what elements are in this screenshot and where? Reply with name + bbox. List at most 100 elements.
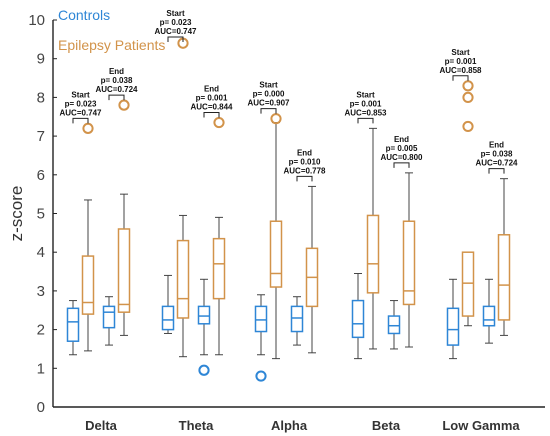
annotation-text: p= 0.023 bbox=[160, 18, 192, 27]
annotation-text: AUC=0.724 bbox=[475, 159, 518, 168]
annotation-text: AUC=0.858 bbox=[439, 66, 482, 75]
legend-item: Epilepsy Patients bbox=[58, 37, 165, 53]
axes-layer: 0 1 2 3 4 5 6 7 8 9 10 z-score Delta Theta Alpha Beta Lo… bbox=[7, 12, 545, 433]
outlier-point bbox=[462, 91, 474, 104]
box-controls-alpha-start bbox=[254, 294, 268, 382]
y-tick-label: 4 bbox=[37, 244, 45, 261]
significance-bracket bbox=[72, 117, 89, 124]
legend: Controls Epilepsy Patients bbox=[58, 7, 165, 53]
box-iqr bbox=[387, 315, 401, 335]
x-category-label: Delta bbox=[85, 418, 118, 433]
y-tick-label: 5 bbox=[37, 206, 45, 223]
y-tick-label: 1 bbox=[37, 360, 45, 377]
box-controls-low-gamma-end bbox=[482, 278, 496, 344]
box-controls-low-gamma-start bbox=[446, 278, 460, 360]
annotation-text: AUC=0.724 bbox=[95, 85, 138, 94]
box-iqr bbox=[102, 305, 116, 329]
annotation-text: Start bbox=[259, 81, 278, 90]
x-category-label: Beta bbox=[372, 418, 401, 433]
box-epilepsy-patients-theta-start bbox=[176, 37, 190, 358]
x-category-label: Low Gamma bbox=[442, 418, 520, 433]
y-tick-label: 10 bbox=[28, 12, 45, 29]
annotation-text: p= 0.010 bbox=[289, 157, 321, 166]
annotation-text: AUC=0.800 bbox=[380, 153, 423, 162]
significance-bracket bbox=[488, 168, 505, 174]
annotation-text: AUC=0.844 bbox=[190, 103, 233, 112]
box-epilepsy-patients-delta-end bbox=[117, 99, 131, 336]
box-iqr bbox=[482, 305, 496, 327]
significance-bracket bbox=[260, 108, 277, 114]
outlier-point bbox=[270, 113, 282, 125]
annotation-text: AUC=0.747 bbox=[154, 27, 197, 36]
significance-bracket bbox=[357, 117, 374, 124]
box-iqr bbox=[497, 234, 511, 321]
y-tick-label: 0 bbox=[37, 399, 45, 416]
annotation-text: Start bbox=[71, 90, 90, 99]
annotation-text: p= 0.000 bbox=[253, 90, 285, 99]
outlier-point bbox=[255, 370, 267, 382]
annotation-text: End bbox=[204, 85, 219, 94]
legend-item: Controls bbox=[58, 7, 110, 23]
box-controls-beta-start bbox=[351, 272, 365, 360]
y-tick-label: 6 bbox=[37, 167, 45, 184]
significance-bracket bbox=[393, 162, 410, 168]
box-epilepsy-patients-theta-end bbox=[212, 116, 226, 356]
annotation-text: p= 0.038 bbox=[101, 76, 133, 85]
box-epilepsy-patients-low-gamma-start bbox=[461, 80, 475, 327]
outlier-point bbox=[82, 122, 94, 134]
box-iqr bbox=[290, 305, 304, 333]
y-tick-label: 8 bbox=[37, 89, 45, 106]
annotation-text: Start bbox=[356, 90, 375, 99]
annotation-text: p= 0.001 bbox=[350, 99, 382, 108]
box-iqr bbox=[254, 305, 268, 333]
box-iqr bbox=[446, 307, 460, 346]
annotation-text: p= 0.001 bbox=[445, 57, 477, 66]
box-controls-delta-end bbox=[102, 296, 116, 346]
annotation-text: AUC=0.853 bbox=[344, 108, 387, 117]
y-tick-label: 3 bbox=[37, 283, 45, 300]
annotation-text: End bbox=[394, 135, 409, 144]
annotation-text: p= 0.005 bbox=[386, 144, 418, 153]
box-iqr bbox=[461, 251, 475, 317]
x-category-label: Theta bbox=[179, 418, 214, 433]
annotation-text: AUC=0.747 bbox=[59, 108, 102, 117]
box-iqr bbox=[402, 220, 416, 306]
box-controls-alpha-end bbox=[290, 296, 304, 346]
box-iqr bbox=[269, 220, 283, 288]
box-iqr bbox=[197, 305, 211, 325]
box-iqr bbox=[161, 305, 175, 331]
significance-bracket bbox=[203, 112, 220, 118]
box-iqr bbox=[176, 239, 190, 319]
annotation-text: Start bbox=[166, 9, 185, 18]
boxes-layer bbox=[66, 37, 511, 382]
annotation-text: p= 0.023 bbox=[65, 99, 97, 108]
significance-bracket bbox=[296, 175, 313, 182]
box-iqr bbox=[212, 237, 226, 300]
box-iqr bbox=[366, 214, 380, 294]
box-iqr bbox=[117, 228, 131, 313]
box-iqr bbox=[66, 307, 80, 342]
annotation-text: End bbox=[297, 148, 312, 157]
box-controls-delta-start bbox=[66, 300, 80, 356]
box-epilepsy-patients-low-gamma-end bbox=[497, 178, 511, 336]
significance-bracket bbox=[452, 75, 469, 81]
box-epilepsy-patients-alpha-start bbox=[269, 113, 283, 360]
annotation-text: Start bbox=[451, 48, 470, 57]
annotation-text: p= 0.001 bbox=[196, 94, 228, 103]
outlier-point bbox=[118, 99, 130, 111]
significance-bracket bbox=[108, 94, 125, 101]
y-tick-label: 2 bbox=[37, 322, 45, 339]
box-controls-beta-end bbox=[387, 300, 401, 350]
box-epilepsy-patients-beta-start bbox=[366, 127, 380, 350]
outlier-point bbox=[462, 80, 474, 92]
